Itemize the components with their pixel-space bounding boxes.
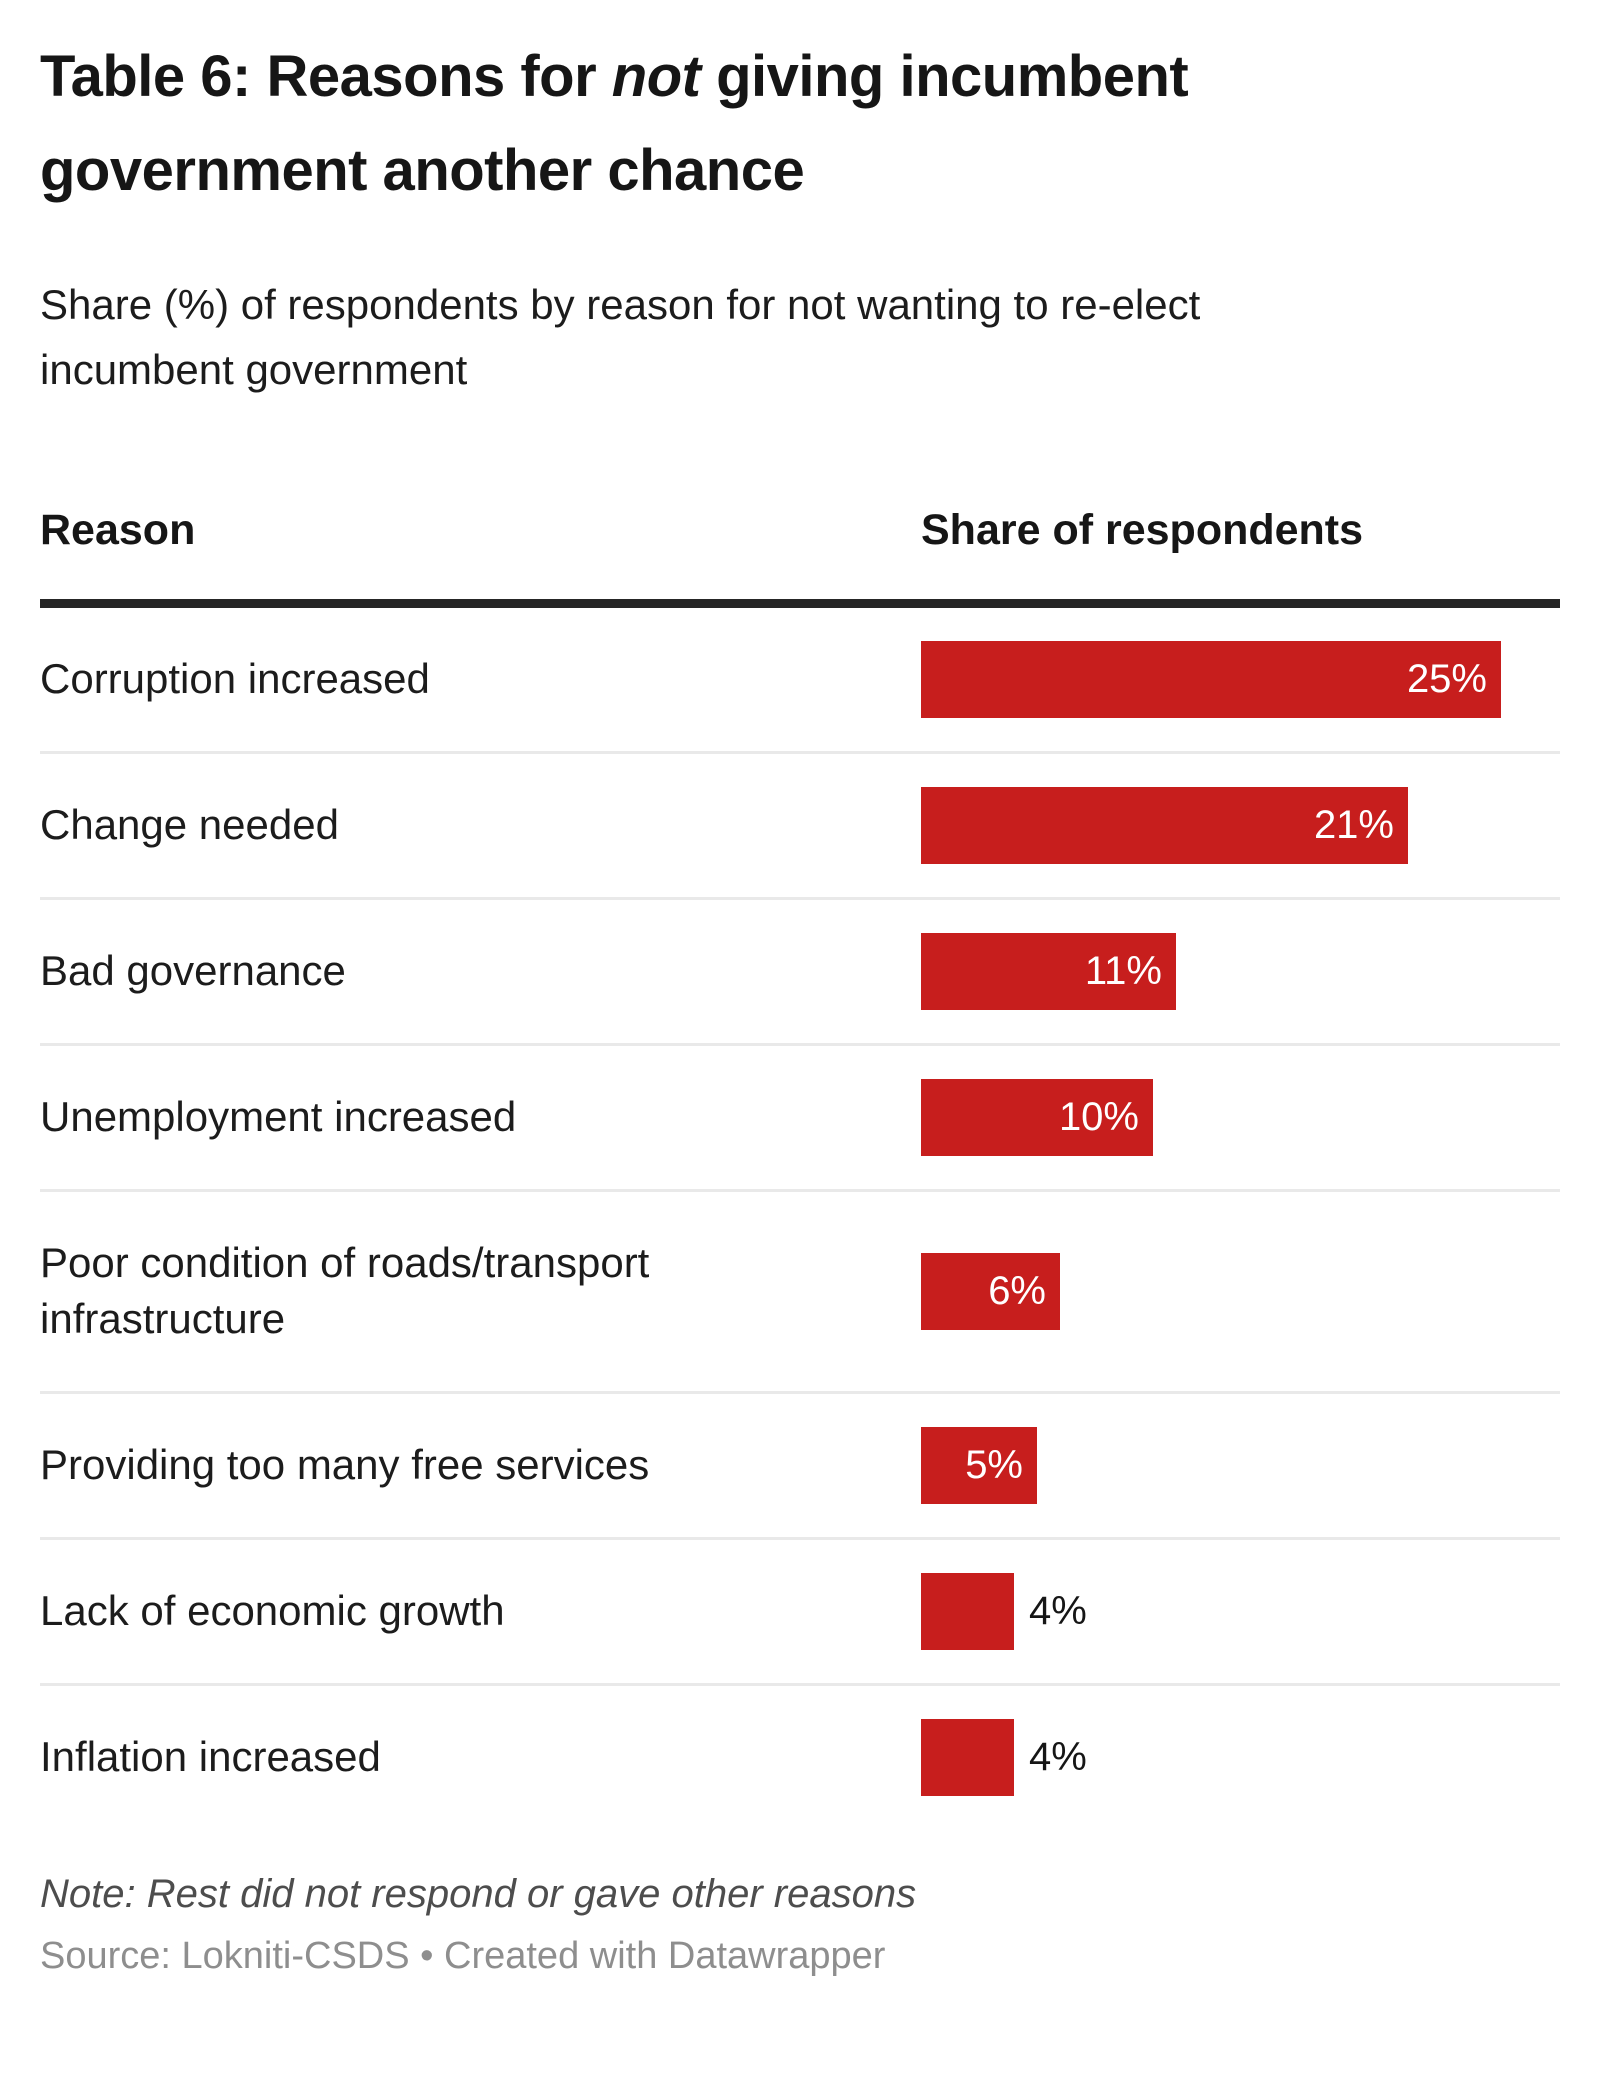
bar-cell: 4% [921, 1719, 1560, 1796]
table-row: Bad governance 11% [40, 897, 1560, 1043]
bar-value-label: 10% [1058, 1095, 1139, 1139]
bar: 11% [921, 933, 1176, 1010]
row-label: Providing too many free services [40, 1441, 650, 1488]
bar-value-label: 6% [988, 1269, 1046, 1313]
bar: 10% [921, 1079, 1153, 1156]
bar: 25% [921, 641, 1501, 718]
bar-value-label: 11% [1084, 949, 1162, 993]
table-row: Lack of economic growth 4% [40, 1537, 1560, 1683]
row-label: Unemployment increased [40, 1093, 517, 1140]
row-label: Corruption increased [40, 655, 430, 702]
bar-value-label: 4% [1029, 1589, 1087, 1633]
bar-cell: 5% [921, 1427, 1560, 1504]
table-row: Corruption increased 25% [40, 608, 1560, 751]
bar-value-label: 25% [1406, 657, 1487, 701]
table-row: Unemployment increased 10% [40, 1043, 1560, 1189]
bar [921, 1573, 1014, 1650]
bar-cell: 6% [921, 1253, 1560, 1330]
bar-cell: 10% [921, 1079, 1560, 1156]
bar-table: Corruption increased 25% Change needed 2… [40, 608, 1560, 1829]
bar: 21% [921, 787, 1408, 864]
column-header-reason: Reason [40, 506, 196, 554]
row-label: Lack of economic growth [40, 1587, 505, 1634]
source-text: Source: Lokniti-CSDS • Created with Data… [40, 1935, 886, 1977]
chart-title-suffix: giving incumbent government another chan… [40, 44, 1189, 203]
bar-cell: 11% [921, 933, 1560, 1010]
note-text: Note: Rest did not respond or gave other… [40, 1872, 917, 1916]
row-label: Change needed [40, 801, 339, 848]
bar: 6% [921, 1253, 1060, 1330]
chart-title-emphasis: not [611, 44, 701, 109]
bar-value-label: 4% [1029, 1735, 1087, 1779]
row-label: Poor condition of roads/transport infras… [40, 1239, 650, 1342]
column-header-row: Reason Share of respondents [40, 504, 1560, 608]
bar: 5% [921, 1427, 1037, 1504]
row-label: Inflation increased [40, 1733, 381, 1780]
row-label: Bad governance [40, 947, 346, 994]
table-row: Inflation increased 4% [40, 1683, 1560, 1829]
chart-subtitle: Share (%) of respondents by reason for n… [40, 281, 1201, 393]
bar-value-label: 5% [965, 1443, 1023, 1487]
table-row: Poor condition of roads/transport infras… [40, 1189, 1560, 1391]
chart-title-prefix: Table 6: Reasons for [40, 44, 612, 109]
chart-title: Table 6: Reasons for not giving incumben… [40, 30, 1190, 218]
column-header-share: Share of respondents [921, 506, 1364, 554]
bar-cell: 25% [921, 641, 1560, 718]
table-row: Change needed 21% [40, 751, 1560, 897]
bar-cell: 21% [921, 787, 1560, 864]
bar-cell: 4% [921, 1573, 1560, 1650]
bar [921, 1719, 1014, 1796]
table-row: Providing too many free services 5% [40, 1391, 1560, 1537]
bar-value-label: 21% [1313, 803, 1394, 847]
